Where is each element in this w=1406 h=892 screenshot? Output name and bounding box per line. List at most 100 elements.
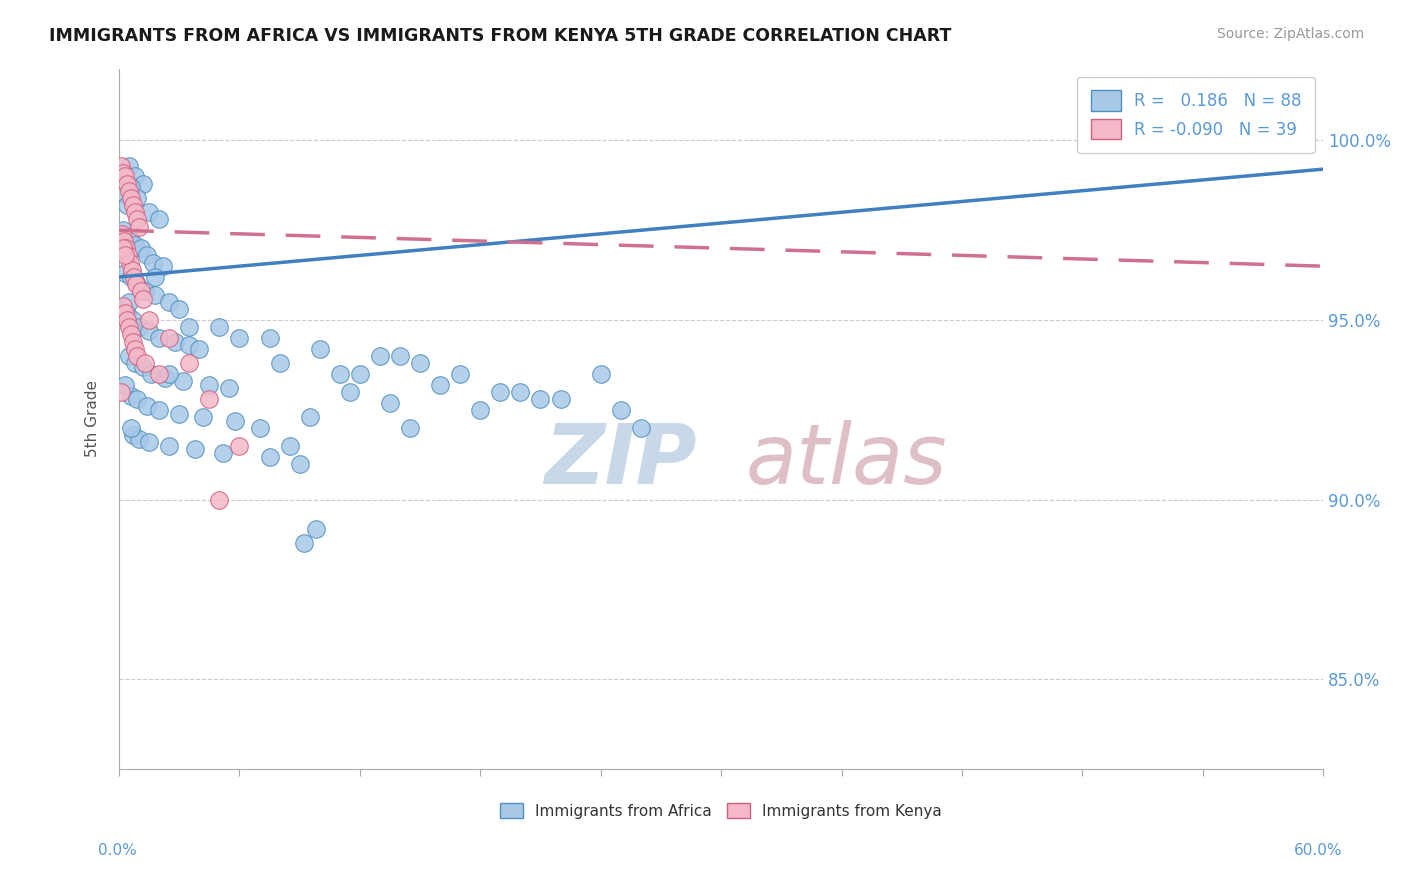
- Point: [118, 295, 141, 310]
- Point: [148, 403, 170, 417]
- Point: [429, 377, 451, 392]
- Point: [179, 338, 201, 352]
- Point: [259, 331, 281, 345]
- Point: [138, 324, 160, 338]
- Point: [152, 259, 174, 273]
- Point: [120, 269, 142, 284]
- Point: [127, 191, 149, 205]
- Point: [136, 400, 159, 414]
- Point: [155, 370, 177, 384]
- Point: [120, 421, 142, 435]
- Point: [112, 299, 135, 313]
- Point: [249, 421, 271, 435]
- Point: [115, 313, 138, 327]
- Point: [117, 248, 139, 262]
- Point: [298, 410, 321, 425]
- Point: [112, 223, 135, 237]
- Point: [122, 313, 145, 327]
- Point: [128, 219, 150, 234]
- Point: [129, 285, 152, 299]
- Point: [115, 241, 138, 255]
- Point: [349, 367, 371, 381]
- Point: [120, 180, 142, 194]
- Point: [339, 384, 361, 399]
- Point: [179, 356, 201, 370]
- Point: [550, 392, 572, 406]
- Point: [589, 367, 612, 381]
- Text: IMMIGRANTS FROM AFRICA VS IMMIGRANTS FROM KENYA 5TH GRADE CORRELATION CHART: IMMIGRANTS FROM AFRICA VS IMMIGRANTS FRO…: [49, 27, 952, 45]
- Y-axis label: 5th Grade: 5th Grade: [86, 380, 100, 458]
- Point: [122, 334, 145, 349]
- Point: [305, 522, 328, 536]
- Point: [127, 392, 149, 406]
- Point: [329, 367, 352, 381]
- Point: [124, 205, 146, 219]
- Point: [129, 241, 152, 255]
- Point: [157, 439, 180, 453]
- Point: [388, 349, 411, 363]
- Point: [124, 169, 146, 184]
- Point: [179, 320, 201, 334]
- Point: [142, 255, 165, 269]
- Point: [399, 421, 422, 435]
- Text: atlas: atlas: [745, 420, 946, 501]
- Point: [112, 166, 135, 180]
- Point: [127, 277, 149, 292]
- Point: [114, 306, 136, 320]
- Point: [167, 302, 190, 317]
- Point: [208, 492, 231, 507]
- Text: ZIP: ZIP: [544, 420, 697, 501]
- Point: [110, 384, 132, 399]
- Point: [148, 331, 170, 345]
- Point: [118, 159, 141, 173]
- Point: [157, 331, 180, 345]
- Point: [165, 334, 187, 349]
- Point: [136, 248, 159, 262]
- Point: [112, 166, 135, 180]
- Text: Source: ZipAtlas.com: Source: ZipAtlas.com: [1216, 27, 1364, 41]
- Point: [115, 198, 138, 212]
- Point: [184, 442, 207, 457]
- Point: [278, 439, 301, 453]
- Point: [292, 536, 315, 550]
- Point: [110, 159, 132, 173]
- Point: [127, 212, 149, 227]
- Point: [143, 269, 166, 284]
- Point: [157, 367, 180, 381]
- Point: [228, 439, 250, 453]
- Point: [120, 191, 142, 205]
- Point: [124, 356, 146, 370]
- Point: [208, 320, 231, 334]
- Point: [122, 198, 145, 212]
- Point: [127, 349, 149, 363]
- Point: [259, 450, 281, 464]
- Point: [1212, 133, 1234, 147]
- Point: [143, 288, 166, 302]
- Point: [128, 320, 150, 334]
- Point: [132, 292, 155, 306]
- Point: [132, 177, 155, 191]
- Point: [114, 169, 136, 184]
- Point: [193, 410, 215, 425]
- Point: [470, 403, 492, 417]
- Text: 60.0%: 60.0%: [1295, 843, 1343, 858]
- Point: [157, 295, 180, 310]
- Point: [118, 320, 141, 334]
- Point: [630, 421, 652, 435]
- Point: [128, 432, 150, 446]
- Point: [218, 381, 240, 395]
- Point: [114, 266, 136, 280]
- Point: [112, 241, 135, 255]
- Point: [115, 306, 138, 320]
- Point: [198, 377, 221, 392]
- Point: [509, 384, 531, 399]
- Point: [118, 184, 141, 198]
- Point: [134, 285, 156, 299]
- Text: 0.0%: 0.0%: [98, 843, 138, 858]
- Point: [120, 255, 142, 269]
- Point: [167, 407, 190, 421]
- Point: [378, 396, 401, 410]
- Point: [111, 227, 134, 241]
- Point: [368, 349, 391, 363]
- Point: [172, 374, 194, 388]
